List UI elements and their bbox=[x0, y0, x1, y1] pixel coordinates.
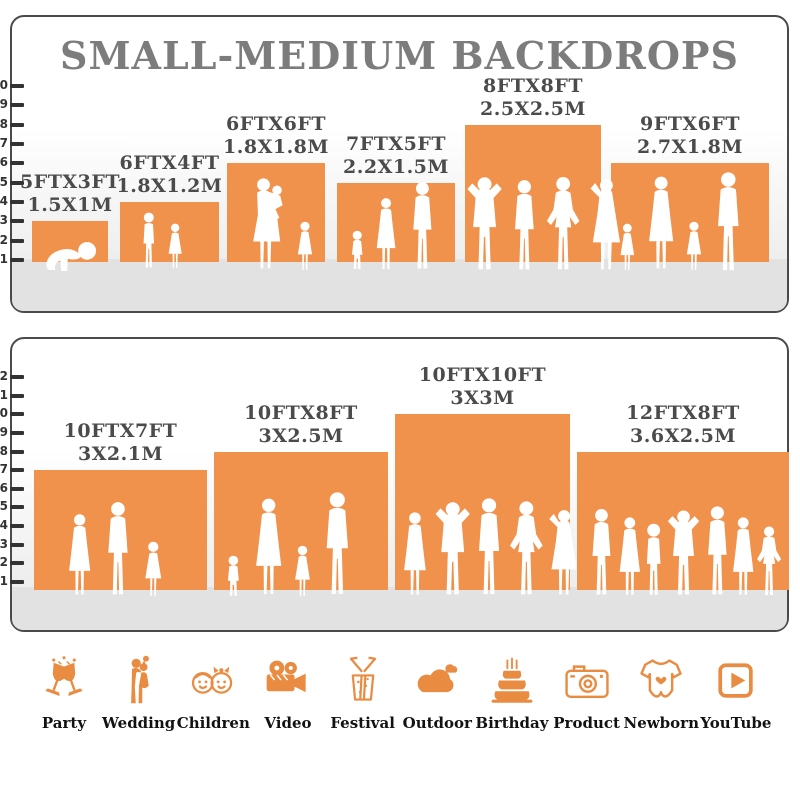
backdrop-bar-5x3ft bbox=[32, 221, 108, 262]
category-label: Product bbox=[553, 714, 620, 732]
category-children: Children bbox=[176, 655, 250, 732]
category-wedding: Wedding bbox=[102, 655, 176, 732]
category-label: Newborn bbox=[623, 714, 699, 732]
page-title: SMALL-MEDIUM BACKDROPS bbox=[60, 33, 739, 78]
category-youtube: YouTube bbox=[700, 655, 772, 732]
bar-size-label: 8FTX8FT 2.5X2.5M bbox=[480, 75, 586, 121]
wedding-icon bbox=[130, 655, 149, 704]
category-video: Video bbox=[252, 655, 324, 732]
bar-size-label: 10FTX7FT 3X2.1M bbox=[63, 420, 178, 466]
festival-icon bbox=[349, 656, 376, 701]
bar-size-label: 9FTX6FT 2.7X1.8M bbox=[637, 113, 743, 159]
backdrop-bar-12x8ft bbox=[577, 452, 789, 590]
video-icon bbox=[266, 660, 306, 693]
backdrop-bar-7x5ft bbox=[337, 183, 455, 262]
product-icon bbox=[564, 665, 609, 698]
category-label: YouTube bbox=[700, 714, 772, 732]
category-party: Party bbox=[28, 655, 100, 732]
bar-size-label: 6FTX4FT 1.8X1.2M bbox=[116, 152, 223, 198]
category-row: Party Wedding bbox=[14, 655, 786, 732]
birthday-icon bbox=[491, 657, 533, 703]
bar-size-label: 12FTX8FT 3.6X2.5M bbox=[626, 402, 740, 448]
youtube-icon bbox=[718, 663, 753, 698]
category-outdoor: Outdoor bbox=[401, 655, 473, 732]
category-label: Birthday bbox=[475, 714, 549, 732]
bar-size-label: 10FTX10FT 3X3M bbox=[418, 364, 547, 410]
party-icon bbox=[45, 656, 83, 697]
category-newborn: Newborn bbox=[623, 655, 699, 732]
category-label: Wedding bbox=[102, 714, 176, 732]
category-festival: Festival bbox=[327, 655, 399, 732]
backdrop-bar-10x7ft bbox=[34, 470, 207, 590]
bar-size-label: 7FTX5FT 2.2X1.5M bbox=[343, 133, 449, 179]
size-chart-panel-small: SMALL-MEDIUM BACKDROPS 10 9 8 7 6 5 4 3 … bbox=[0, 15, 789, 313]
newborn-icon bbox=[640, 659, 682, 698]
bar-size-label: 6FTX6FT 1.8X1.8M bbox=[223, 113, 329, 159]
outdoor-icon bbox=[417, 664, 458, 693]
category-label: Outdoor bbox=[402, 714, 472, 732]
category-birthday: Birthday bbox=[475, 655, 549, 732]
size-chart-panel-large: 12 11 10 9 8 7 6 5 4 3 2 1 10FTX7FT3X2.1… bbox=[0, 337, 789, 632]
category-label: Party bbox=[41, 714, 87, 732]
floor-strip bbox=[12, 587, 787, 630]
category-label: Festival bbox=[330, 714, 395, 732]
bar-size-label: 10FTX8FT 3X2.5M bbox=[244, 402, 358, 448]
bar-size-label: 5FTX3FT 1.5X1M bbox=[20, 171, 120, 217]
category-product: Product bbox=[551, 655, 623, 732]
backdrop-bar-9x6ft bbox=[611, 163, 769, 262]
floor-strip bbox=[12, 259, 787, 311]
backdrop-bar-10x10ft bbox=[395, 414, 570, 590]
category-label: Video bbox=[264, 714, 312, 732]
backdrop-bar-10x8ft bbox=[214, 452, 388, 590]
children-icon bbox=[192, 666, 233, 694]
category-label: Children bbox=[176, 714, 250, 732]
